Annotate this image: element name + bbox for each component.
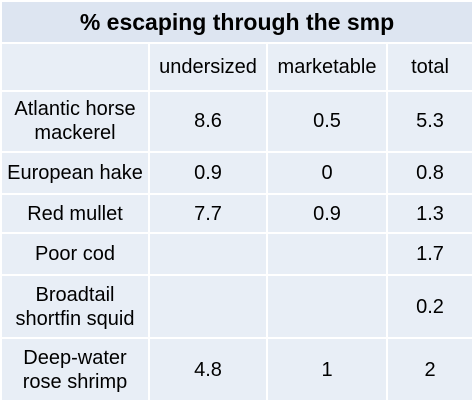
marketable-cell: 0 [266, 150, 388, 195]
marketable-cell: 0.9 [266, 192, 388, 235]
undersized-cell [148, 274, 268, 340]
marketable-cell [266, 274, 388, 340]
species-cell: Poor cod [0, 232, 150, 277]
species-cell: Atlantic horse mackerel [0, 90, 150, 153]
table-row: Deep-water rose shrimp 4.8 1 2 [0, 337, 472, 402]
species-cell: Deep-water rose shrimp [0, 337, 150, 402]
total-cell: 5.3 [386, 90, 472, 153]
table-row: Atlantic horse mackerel 8.6 0.5 5.3 [0, 90, 472, 153]
header-total: total [386, 41, 472, 93]
table-row: Broadtail shortfin squid 0.2 [0, 274, 472, 340]
undersized-cell: 8.6 [148, 90, 268, 153]
undersized-cell: 4.8 [148, 337, 268, 402]
marketable-cell [266, 232, 388, 277]
species-cell: Red mullet [0, 192, 150, 235]
header-row: undersized marketable total [0, 41, 472, 93]
header-marketable: marketable [266, 41, 388, 93]
header-undersized: undersized [148, 41, 268, 93]
marketable-cell: 0.5 [266, 90, 388, 153]
species-cell: European hake [0, 150, 150, 195]
total-cell: 0.8 [386, 150, 472, 195]
table-row: Red mullet 7.7 0.9 1.3 [0, 192, 472, 235]
table-row: Poor cod 1.7 [0, 232, 472, 277]
undersized-cell: 0.9 [148, 150, 268, 195]
marketable-cell: 1 [266, 337, 388, 402]
total-cell: 0.2 [386, 274, 472, 340]
undersized-cell [148, 232, 268, 277]
total-cell: 1.3 [386, 192, 472, 235]
species-cell: Broadtail shortfin squid [0, 274, 150, 340]
table-title: % escaping through the smp [0, 0, 472, 44]
total-cell: 2 [386, 337, 472, 402]
total-cell: 1.7 [386, 232, 472, 277]
table-row: European hake 0.9 0 0.8 [0, 150, 472, 195]
header-species [0, 41, 150, 93]
undersized-cell: 7.7 [148, 192, 268, 235]
